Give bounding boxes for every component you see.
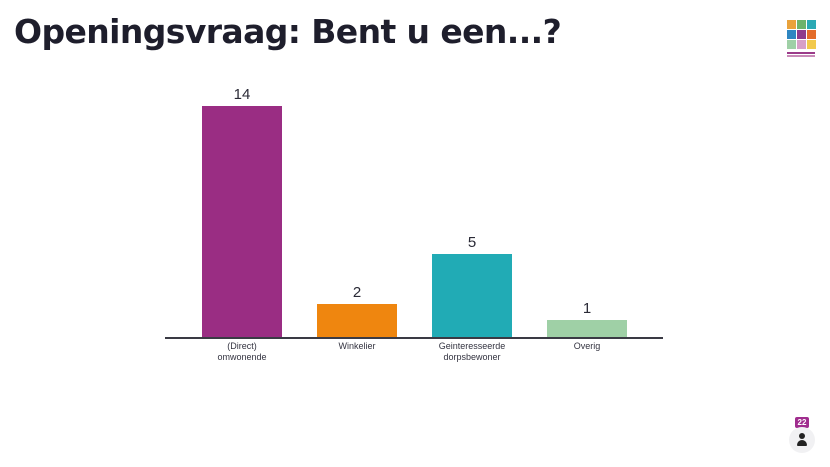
- x-axis-line: [165, 337, 663, 339]
- bar: [547, 320, 627, 337]
- bar-value-label: 5: [467, 234, 477, 251]
- participants-button[interactable]: 22: [787, 417, 817, 453]
- logo-tile: [797, 20, 806, 29]
- bar-value-label: 14: [233, 86, 251, 103]
- bar-value-label: 2: [352, 284, 362, 301]
- logo-tile: [797, 30, 806, 39]
- logo-tile: [787, 20, 796, 29]
- logo-tile: [807, 40, 816, 49]
- category-label: (Direct) omwonende: [217, 341, 267, 362]
- bar: [432, 254, 512, 337]
- logo-tile: [787, 40, 796, 49]
- bar: [202, 106, 282, 337]
- bar: [317, 304, 397, 337]
- category-label: Geinteresseerde dorpsbewoner: [438, 341, 506, 362]
- logo-tile: [787, 30, 796, 39]
- logo-tile: [797, 40, 806, 49]
- person-icon[interactable]: [789, 427, 815, 453]
- category-label: Winkelier: [338, 341, 376, 351]
- logo-tile: [807, 20, 816, 29]
- bar-value-label: 1: [582, 300, 592, 317]
- page-title: Openingsvraag: Bent u een...?: [14, 12, 562, 51]
- community-logo-icon: [787, 20, 817, 64]
- logo-tile: [807, 30, 816, 39]
- category-label: Overig: [573, 341, 601, 351]
- participant-count-badge: 22: [795, 417, 809, 428]
